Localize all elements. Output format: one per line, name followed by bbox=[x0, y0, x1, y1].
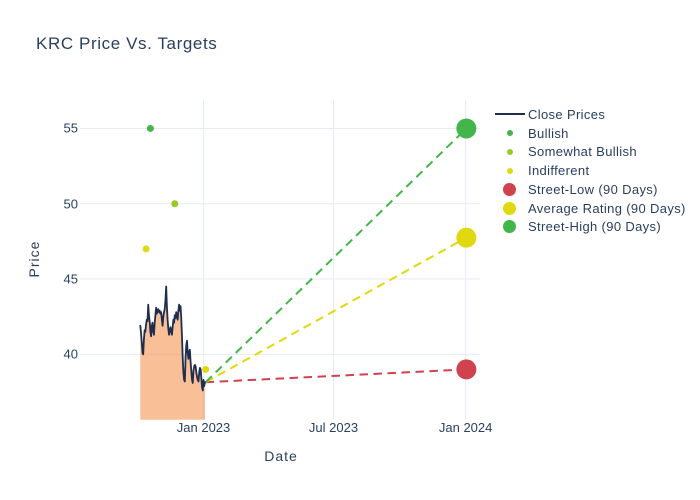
y-tick-label: 55 bbox=[63, 120, 78, 136]
close-prices-line bbox=[139, 285, 206, 392]
legend-item[interactable]: Street-High (90 Days) bbox=[494, 218, 686, 237]
legend-swatch-shape bbox=[506, 130, 513, 137]
legend-label: Street-High (90 Days) bbox=[528, 219, 662, 235]
legend-label: Close Prices bbox=[528, 106, 606, 122]
x-tick-label: Jul 2023 bbox=[308, 420, 359, 436]
rating-dot bbox=[146, 124, 154, 132]
target-marker bbox=[456, 359, 477, 380]
rating-dot bbox=[142, 245, 150, 253]
legend-dot-swatch-icon bbox=[494, 161, 525, 180]
target-dashed-line bbox=[205, 368, 467, 384]
x-tick-label: Jan 2023 bbox=[176, 420, 231, 436]
legend-circle-swatch-icon bbox=[494, 218, 525, 237]
target-marker bbox=[456, 227, 477, 248]
legend-label: Bullish bbox=[528, 125, 569, 141]
x-tick-label: Jan 2024 bbox=[438, 420, 493, 436]
legend-swatch-shape bbox=[506, 148, 513, 155]
legend-dot-swatch-icon bbox=[494, 124, 525, 143]
legend-label: Street-Low (90 Days) bbox=[528, 181, 658, 197]
legend-item[interactable]: Average Rating (90 Days) bbox=[494, 199, 686, 218]
y-tick-label: 40 bbox=[63, 346, 78, 362]
rating-dot bbox=[202, 365, 210, 373]
legend-item[interactable]: Street-Low (90 Days) bbox=[494, 180, 686, 199]
target-dashed-line bbox=[204, 127, 468, 383]
legend-item[interactable]: Indifferent bbox=[494, 161, 686, 180]
target-marker bbox=[456, 118, 477, 139]
legend-item[interactable]: Close Prices bbox=[494, 105, 686, 124]
legend-dot-swatch-icon bbox=[494, 143, 525, 162]
legend-item[interactable]: Bullish bbox=[494, 124, 686, 143]
legend-circle-swatch-icon bbox=[494, 180, 525, 199]
y-tick-label: 50 bbox=[63, 196, 78, 212]
y-tick-label: 45 bbox=[63, 271, 78, 287]
legend-label: Somewhat Bullish bbox=[528, 144, 637, 160]
legend-line-swatch-icon bbox=[494, 105, 525, 124]
legend: Close Prices Bullish Somewhat Bullish Indif… bbox=[494, 105, 686, 236]
legend-label: Indifferent bbox=[528, 163, 590, 179]
target-dashed-line bbox=[205, 236, 467, 384]
rating-dot bbox=[171, 200, 179, 208]
legend-swatch-shape bbox=[503, 201, 516, 215]
legend-label: Average Rating (90 Days) bbox=[528, 200, 686, 216]
chart-title: KRC Price Vs. Targets bbox=[36, 34, 218, 53]
legend-swatch-shape bbox=[494, 113, 525, 116]
legend-item[interactable]: Somewhat Bullish bbox=[494, 143, 686, 162]
legend-circle-swatch-icon bbox=[494, 199, 525, 218]
close-prices-fill bbox=[140, 286, 205, 420]
x-axis-title: Date bbox=[264, 448, 298, 464]
legend-swatch-shape bbox=[503, 220, 516, 234]
legend-swatch-shape bbox=[506, 167, 513, 174]
legend-swatch-shape bbox=[503, 182, 516, 196]
y-axis-title: Price bbox=[26, 240, 42, 278]
